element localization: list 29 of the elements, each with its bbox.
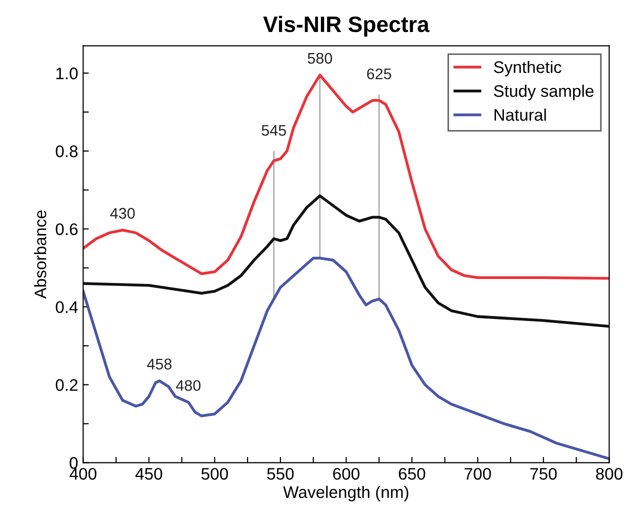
x-tick-label: 750 xyxy=(530,468,557,480)
x-tick-label: 500 xyxy=(201,468,228,480)
y-tick-label: 1.0 xyxy=(56,68,78,80)
x-axis-title: Wavelength (nm) xyxy=(283,486,408,502)
x-tick-label: 400 xyxy=(70,468,96,480)
x-tick-label: 600 xyxy=(333,468,360,480)
annotation: 625 xyxy=(367,68,392,80)
y-tick-label: 0 xyxy=(70,457,78,469)
x-tick-label: 650 xyxy=(398,468,426,480)
annotation: 580 xyxy=(308,52,332,64)
annotation: 430 xyxy=(110,208,135,219)
x-tick-label: 700 xyxy=(464,468,491,480)
y-axis-title: Absorbance xyxy=(34,210,46,299)
annotation: 545 xyxy=(262,125,286,136)
x-tick-label: 800 xyxy=(596,468,622,480)
annotation: 458 xyxy=(147,358,172,370)
legend-label: Synthetic xyxy=(494,60,562,76)
chart-title: Vis-NIR Spectra xyxy=(263,16,430,37)
y-tick-label: 0.4 xyxy=(56,301,78,314)
y-tick-label: 0.2 xyxy=(56,379,78,391)
annotation: 480 xyxy=(176,380,201,391)
line-series xyxy=(83,256,610,460)
legend-label: Study sample xyxy=(494,84,594,100)
y-tick-label: 0.6 xyxy=(56,223,78,236)
line-series xyxy=(83,194,610,328)
legend-label: Natural xyxy=(494,108,546,121)
x-tick-label: 450 xyxy=(135,468,162,480)
y-tick-label: 0.8 xyxy=(56,145,78,158)
x-tick-label: 550 xyxy=(267,468,294,480)
